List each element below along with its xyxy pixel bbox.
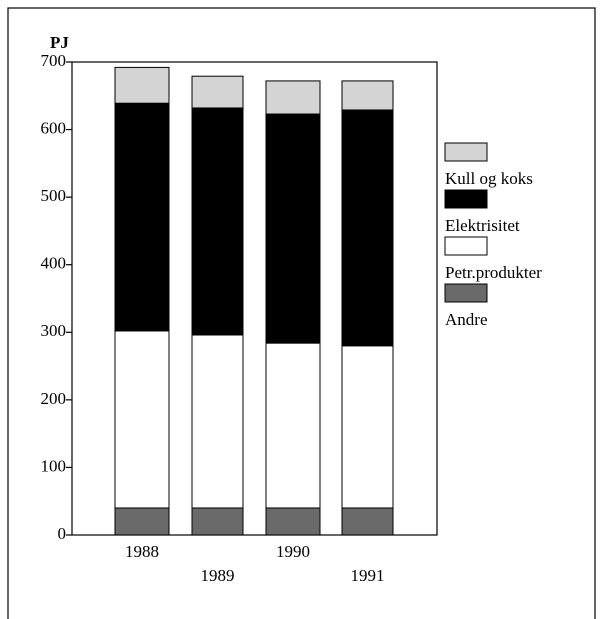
legend-swatch	[444, 142, 488, 162]
y-tick-label: 300	[41, 321, 67, 340]
x-tick-label: 1989	[201, 566, 235, 585]
frame	[7, 7, 596, 619]
bar-segment	[191, 107, 244, 336]
bar-segment	[265, 507, 321, 536]
x-tick-label: 1990	[276, 542, 310, 561]
legend-swatch	[444, 236, 488, 256]
y-axis-label: PJ	[50, 33, 69, 52]
bar-segment	[114, 330, 170, 509]
y-tick-label: 600	[41, 118, 67, 137]
y-tick-label: 200	[41, 389, 67, 408]
legend-label: Elektrisitet	[445, 216, 520, 235]
x-tick-label: 1991	[351, 566, 385, 585]
legend-label: Andre	[445, 310, 487, 329]
bar-segment	[114, 66, 170, 104]
y-tick-label: 500	[41, 186, 67, 205]
bar-segment	[265, 342, 321, 509]
y-tick-label: 700	[41, 51, 67, 70]
y-tick-label: 0	[58, 524, 67, 543]
bar-segment	[341, 345, 394, 509]
plot-frame	[71, 61, 438, 536]
bar-segment	[114, 102, 170, 332]
legend-label: Petr.produkter	[445, 263, 542, 282]
bar-segment	[191, 75, 244, 109]
x-tick-label: 1988	[125, 542, 159, 561]
bar-segment	[265, 113, 321, 344]
bar-segment	[191, 507, 244, 536]
legend-label: Kull og koks	[445, 169, 533, 188]
legend-swatch	[444, 283, 488, 303]
bar-segment	[114, 507, 170, 536]
bar-segment	[191, 334, 244, 509]
bar-segment	[341, 109, 394, 347]
bar-segment	[265, 80, 321, 115]
y-tick-label: 100	[41, 456, 67, 475]
bar-segment	[341, 507, 394, 536]
bar-segment	[341, 80, 394, 111]
y-tick-label: 400	[41, 254, 67, 273]
legend-swatch	[444, 189, 488, 209]
